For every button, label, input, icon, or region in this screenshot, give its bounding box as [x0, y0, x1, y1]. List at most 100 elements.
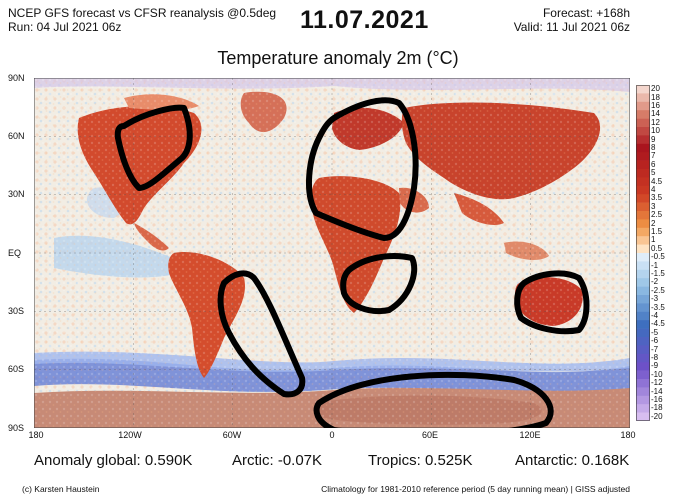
- colorbar-label: -2.5: [651, 285, 665, 295]
- model-info: NCEP GFS forecast vs CFSR reanalysis @0.…: [8, 6, 276, 34]
- colorbar-label: -6: [651, 336, 659, 346]
- colorbar-swatch: [636, 370, 650, 380]
- colorbar-swatch: [636, 412, 650, 421]
- colorbar-swatch: [636, 160, 650, 170]
- lon-label-180w: 180: [28, 430, 44, 440]
- outline-north-america: [114, 104, 193, 191]
- colorbar-swatch: [636, 379, 650, 388]
- colorbar-label: 0.5: [651, 243, 663, 253]
- colorbar-label: 20: [651, 84, 660, 94]
- colorbar-label: 7: [651, 151, 656, 161]
- outline-europe-north-africa: [305, 97, 419, 241]
- forecast-info: Forecast: +168h Valid: 11 Jul 2021 06z: [514, 6, 630, 34]
- outline-antarctica: [313, 371, 554, 428]
- colorbar-swatch: [636, 177, 650, 187]
- colorbar-label: 6: [651, 159, 656, 169]
- outline-south-america: [217, 270, 306, 398]
- run-time: Run: 04 Jul 2021 06z: [8, 20, 122, 34]
- temperature-anomaly-map: [34, 78, 630, 428]
- lat-label-90n: 90N: [8, 73, 25, 83]
- colorbar-swatch: [636, 261, 650, 271]
- colorbar-swatch: [636, 127, 650, 136]
- colorbar-swatch: [636, 219, 650, 229]
- model-description: NCEP GFS forecast vs CFSR reanalysis @0.…: [8, 6, 277, 20]
- colorbar-swatch: [636, 253, 650, 262]
- outline-australia: [514, 270, 590, 335]
- map-title: Temperature anomaly 2m (°C): [217, 48, 459, 68]
- colorbar-swatch: [636, 85, 650, 94]
- forecast-lead: Forecast: +168h: [542, 6, 630, 20]
- colorbar-label: 2.5: [651, 210, 663, 220]
- colorbar-swatch: [636, 227, 650, 237]
- highlight-outlines: [114, 97, 590, 428]
- copyright: (c) Karsten Haustein: [22, 484, 100, 494]
- colorbar-label: -0.5: [651, 252, 665, 262]
- colorbar-swatch: [636, 387, 650, 397]
- colorbar-label: -2: [651, 277, 659, 287]
- valid-date: 11.07.2021: [300, 6, 429, 34]
- colorbar-swatch: [636, 118, 650, 128]
- lat-label-60n: 60N: [8, 131, 25, 141]
- colorbar-label: -14: [651, 386, 663, 396]
- colorbar-swatch: [636, 328, 650, 338]
- colorbar-swatch: [636, 269, 650, 279]
- colorbar-swatch: [636, 135, 650, 145]
- colorbar-label: 5: [651, 168, 656, 178]
- colorbar-label: -16: [651, 395, 663, 404]
- lon-label-180e: 180: [620, 430, 636, 440]
- colorbar-swatch: [636, 143, 650, 153]
- anomaly-global: Anomaly global: 0.590K: [34, 452, 193, 469]
- colorbar-swatch: [636, 337, 650, 346]
- colorbar-swatch: [636, 244, 650, 254]
- colorbar-label: -12: [651, 378, 663, 388]
- colorbar-swatch: [636, 152, 650, 161]
- colorbar-label: 4.5: [651, 176, 663, 186]
- colorbar-swatch: [636, 311, 650, 321]
- lon-label-60w: 60W: [222, 430, 242, 440]
- outline-southern-africa: [340, 253, 418, 314]
- colorbar-label: -1.5: [651, 269, 665, 278]
- colorbar-label: 4: [651, 185, 656, 194]
- lat-label-eq: EQ: [8, 248, 22, 258]
- colorbar-label: 9: [651, 134, 656, 144]
- colorbar-swatch: [636, 211, 650, 220]
- colorbar-swatch: [636, 278, 650, 287]
- colorbar-label: -8: [651, 353, 659, 362]
- colorbar-label: 8: [651, 143, 656, 152]
- colorbar-swatch: [636, 303, 650, 313]
- colorbar-label: -9: [651, 361, 659, 371]
- colorbar-label: -3.5: [651, 302, 665, 312]
- lon-label-120e: 120E: [519, 430, 541, 440]
- colorbar-label: -4.5: [651, 319, 665, 329]
- colorbar-swatch: [636, 395, 650, 405]
- colorbar-label: 12: [651, 117, 660, 127]
- colorbar-swatch: [636, 194, 650, 203]
- anomaly-tropics: Tropics: 0.525K: [368, 452, 473, 469]
- colorbar-label: 14: [651, 109, 660, 119]
- colorbar-label: 1: [651, 235, 656, 245]
- colorbar-label: 1.5: [651, 227, 663, 236]
- colorbar-swatch: [636, 236, 650, 245]
- colorbar-label: -18: [651, 403, 663, 413]
- colorbar-swatch: [636, 110, 650, 119]
- colorbar-swatch: [636, 345, 650, 355]
- lat-label-90s: 90S: [8, 423, 25, 433]
- colorbar-label: 10: [651, 126, 660, 136]
- lat-label-60s: 60S: [8, 364, 25, 374]
- anomaly-antarctic: Antarctic: 0.168K: [515, 452, 630, 469]
- colorbar-swatch: [636, 353, 650, 363]
- colorbar-label: -4: [651, 311, 659, 320]
- lon-label-0: 0: [329, 430, 335, 440]
- colorbar-label: 3: [651, 201, 656, 211]
- graticule: [34, 78, 630, 428]
- colorbar-swatch: [636, 93, 650, 103]
- colorbar-swatch: [636, 101, 650, 111]
- lon-label-120w: 120W: [118, 430, 142, 440]
- lon-label-60e: 60E: [421, 430, 439, 440]
- colorbar-label: -10: [651, 369, 663, 379]
- colorbar-label: -1: [651, 260, 659, 270]
- colorbar-swatch: [636, 169, 650, 178]
- colorbar-swatch: [636, 185, 650, 195]
- colorbar-label: -7: [651, 344, 659, 354]
- colorbar-label: -20: [651, 411, 663, 421]
